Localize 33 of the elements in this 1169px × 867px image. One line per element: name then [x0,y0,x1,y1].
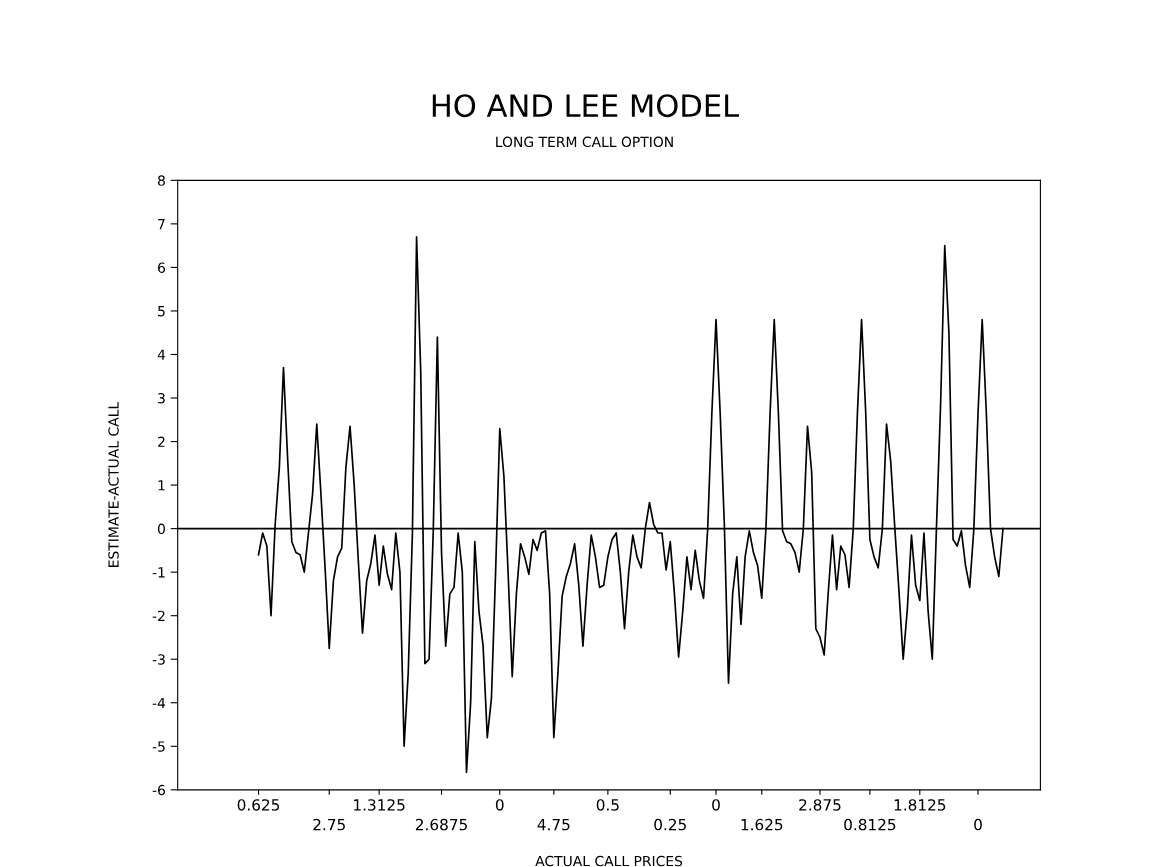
y-tick-label: 0 [157,523,165,535]
y-tick-label: 3 [158,392,165,404]
y-tick-label: 4 [157,349,166,360]
y-tick-label: 8 [157,175,165,186]
x-tick-label: 0.5 [596,799,619,811]
y-tick-label: 1 [158,480,165,491]
y-tick-label: 5 [158,306,165,317]
y-tick-label: -5 [152,741,165,752]
x-tick-label: 4.75 [537,819,570,831]
x-tick-label: 0 [495,799,504,811]
x-tick-label: 0 [974,818,982,831]
x-axis-title: ACTUAL CALL PRICES [535,855,683,867]
y-tick-label: -1 [152,567,165,578]
x-tick-label: 0 [712,799,720,811]
y-tick-label: 2 [158,436,165,447]
y-tick-label: -4 [152,697,166,709]
y-tick-label: -6 [152,784,166,796]
y-tick-label: -2 [152,610,165,621]
y-tick-label: 7 [158,219,165,230]
y-tick-label: -3 [152,654,165,665]
chart-subtitle: LONG TERM CALL OPTION [496,136,673,148]
x-tick-label: 2.875 [799,799,841,811]
x-tick-label: 0.8125 [844,818,896,831]
x-tick-label: 0.625 [237,799,280,811]
x-tick-label: 0.25 [654,818,686,831]
x-tick-label: 2.6875 [415,818,467,831]
chart-title: HO AND LEE MODEL [432,94,740,118]
x-tick-label: 1.625 [741,818,783,831]
x-tick-label: 1.8125 [894,799,946,811]
x-tick-label: 2.75 [313,818,345,831]
y-axis-title: ESTIMATE-ACTUAL CALL [108,401,119,567]
y-tick-label: 6 [158,262,166,273]
x-tick-label: 1.3125 [354,799,405,811]
